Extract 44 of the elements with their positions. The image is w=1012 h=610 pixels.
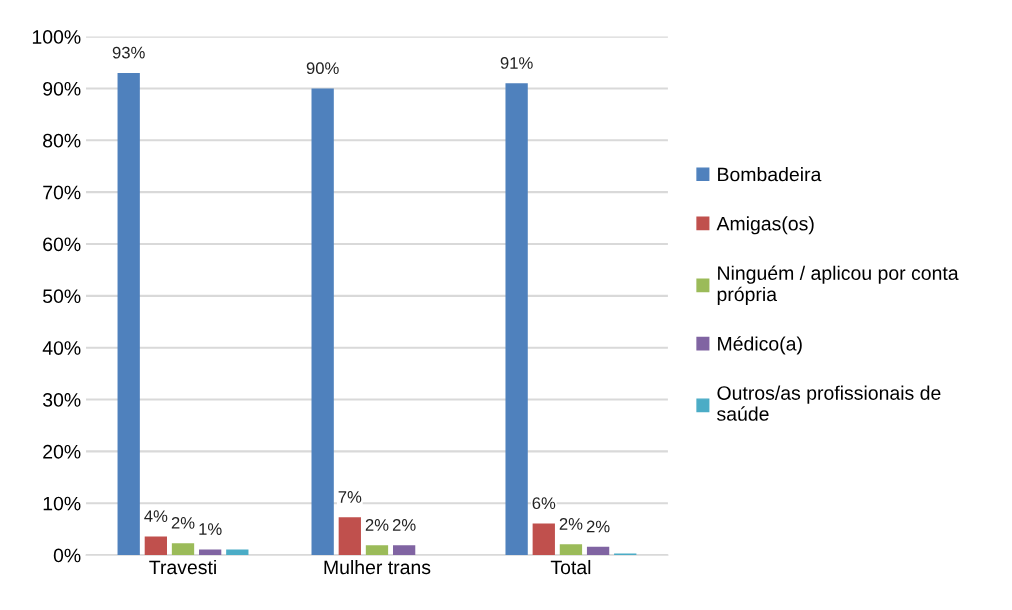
bar: [199, 549, 222, 556]
legend-label: Bombadeira: [718, 167, 822, 182]
bar: [226, 549, 249, 556]
data-label: 90%: [306, 62, 339, 75]
bar: [338, 517, 361, 556]
x-tick-label: Total: [550, 559, 591, 575]
bar: [532, 523, 555, 556]
y-tick-label: 40%: [42, 341, 81, 355]
legend-label: Médico(a): [718, 336, 802, 355]
y-tick-label: 10%: [43, 496, 81, 511]
bar: [144, 536, 167, 556]
data-label: 93%: [112, 46, 145, 59]
bar: [559, 544, 583, 556]
y-tick-label: 50%: [43, 289, 81, 304]
data-label: 1%: [199, 523, 222, 535]
x-tick-label: Travesti: [149, 559, 216, 575]
y-tick-label: 0%: [53, 548, 81, 563]
bar: [117, 72, 140, 556]
data-label: 6%: [532, 497, 556, 510]
y-tick-label: 30%: [42, 393, 81, 407]
legend-label: Outros/as profissionais de saúde: [717, 385, 941, 421]
bar: [171, 543, 195, 556]
x-tick-label: Mulher trans: [324, 559, 431, 575]
data-label: 91%: [500, 57, 533, 69]
legend-label: Ninguém / aplicou por conta própria: [717, 265, 959, 306]
y-tick-label: 90%: [43, 81, 81, 96]
data-label: 4%: [144, 510, 168, 522]
y-tick-label: 100%: [32, 30, 81, 44]
data-label: 7%: [338, 491, 362, 503]
y-tick-label: 20%: [43, 444, 81, 459]
legend-label: Amigas(os): [716, 216, 814, 235]
y-tick-label: 80%: [43, 133, 81, 148]
bar: [311, 88, 334, 556]
data-label: 2%: [559, 518, 583, 530]
bar: [505, 83, 528, 556]
bar: [392, 545, 416, 556]
data-label: 2%: [365, 519, 389, 531]
data-label: 2%: [392, 519, 416, 531]
bar: [586, 546, 610, 556]
bar: [365, 545, 389, 556]
data-label: 2%: [171, 516, 195, 529]
data-label: 2%: [586, 520, 610, 533]
y-tick-label: 70%: [43, 185, 81, 200]
y-tick-label: 60%: [43, 237, 81, 252]
